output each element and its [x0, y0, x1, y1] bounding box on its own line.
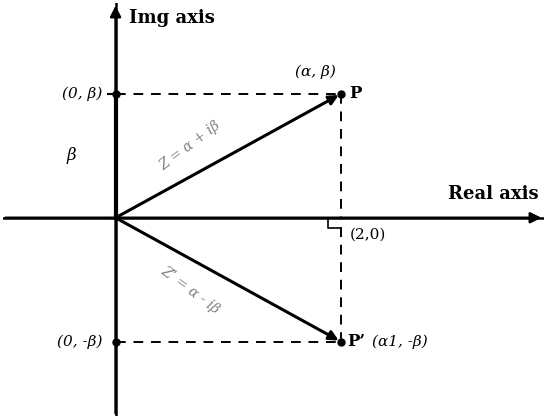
Text: P’: P’	[347, 333, 365, 350]
Text: Img axis: Img axis	[129, 9, 215, 27]
Text: β: β	[67, 147, 76, 164]
Text: (α, β): (α, β)	[295, 65, 335, 79]
Text: Zʹ = α - iβ: Zʹ = α - iβ	[158, 263, 222, 316]
Text: Z = α + iβ: Z = α + iβ	[157, 119, 223, 173]
Text: Real axis: Real axis	[448, 185, 539, 203]
Text: (α1, -β): (α1, -β)	[371, 335, 427, 349]
Text: (2,0): (2,0)	[350, 228, 387, 242]
Text: (0, -β): (0, -β)	[56, 335, 102, 349]
Text: P: P	[349, 85, 362, 102]
Text: (0, β): (0, β)	[62, 87, 102, 101]
